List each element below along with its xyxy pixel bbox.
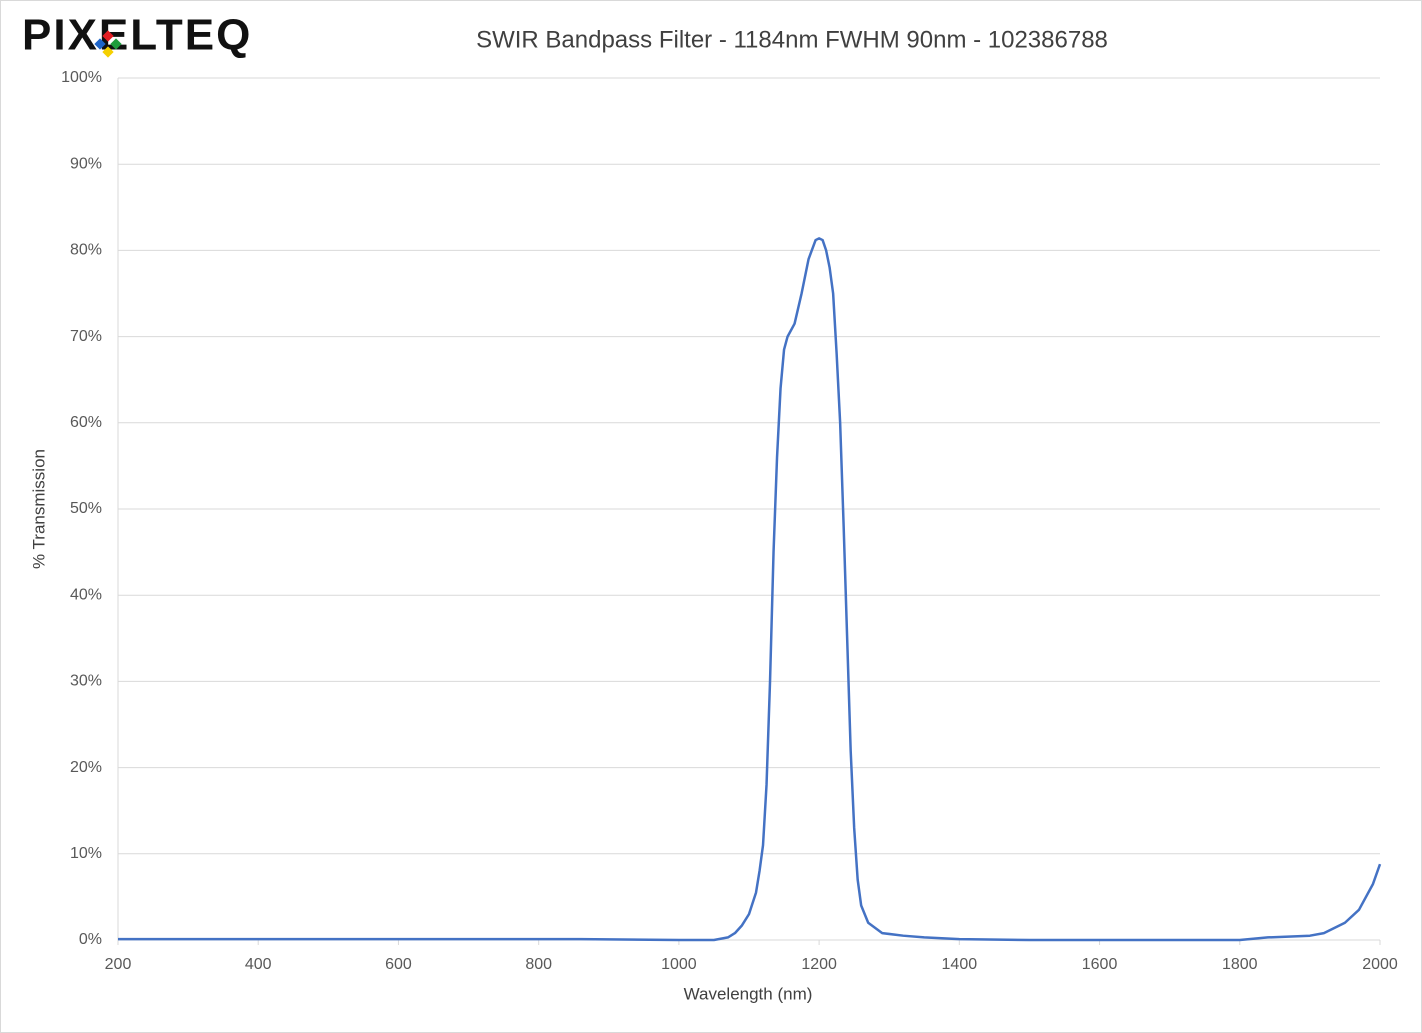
y-axis-title: % Transmission bbox=[29, 449, 48, 569]
y-tick-label: 10% bbox=[70, 845, 102, 862]
x-tick-label: 1600 bbox=[1082, 956, 1118, 973]
x-tick-label: 1400 bbox=[942, 956, 978, 973]
x-tick-label: 600 bbox=[385, 956, 412, 973]
y-tick-label: 0% bbox=[79, 931, 102, 948]
y-tick-label: 30% bbox=[70, 673, 102, 690]
x-tick-label: 1000 bbox=[661, 956, 697, 973]
y-tick-label: 100% bbox=[61, 69, 102, 86]
y-tick-label: 80% bbox=[70, 242, 102, 259]
x-tick-label: 800 bbox=[525, 956, 552, 973]
x-tick-label: 200 bbox=[105, 956, 132, 973]
logo: PIXELTEQ bbox=[22, 11, 252, 60]
x-tick-label: 1800 bbox=[1222, 956, 1258, 973]
x-tick-label: 1200 bbox=[801, 956, 837, 973]
y-tick-label: 90% bbox=[70, 155, 102, 172]
chart-title: SWIR Bandpass Filter - 1184nm FWHM 90nm … bbox=[476, 26, 1108, 53]
y-tick-label: 20% bbox=[70, 759, 102, 776]
x-axis-title: Wavelength (nm) bbox=[684, 984, 813, 1003]
y-tick-label: 40% bbox=[70, 586, 102, 603]
y-tick-label: 70% bbox=[70, 328, 102, 345]
x-tick-label: 2000 bbox=[1362, 956, 1398, 973]
y-tick-label: 50% bbox=[70, 500, 102, 517]
y-tick-label: 60% bbox=[70, 414, 102, 431]
logo-mark bbox=[94, 30, 122, 58]
data-line bbox=[118, 237, 1382, 942]
x-tick-label: 400 bbox=[245, 956, 272, 973]
